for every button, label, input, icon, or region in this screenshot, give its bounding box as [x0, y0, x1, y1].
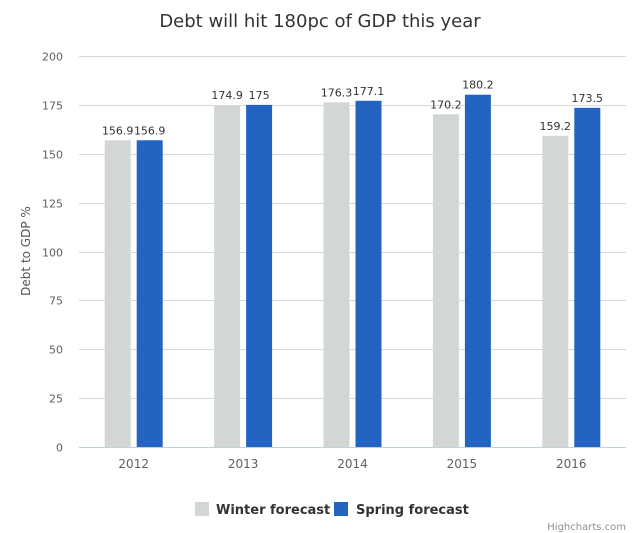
data-label: 176.3: [321, 86, 353, 99]
bar-winter-2016[interactable]: [542, 135, 569, 447]
legend-label-spring: Spring forecast: [356, 503, 469, 518]
chart-title: Debt will hit 180pc of GDP this year: [159, 11, 481, 32]
bars: [104, 94, 601, 448]
y-tick-label: 75: [49, 295, 63, 308]
bar-spring-2015[interactable]: [464, 94, 491, 448]
bar-spring-2013[interactable]: [246, 104, 273, 447]
bar-winter-2012[interactable]: [104, 140, 131, 447]
data-label: 170.2: [430, 98, 462, 111]
y-tick-label: 0: [56, 442, 63, 455]
data-label: 180.2: [462, 79, 494, 92]
y-tick-label: 200: [42, 51, 63, 64]
bar-winter-2015[interactable]: [432, 114, 459, 447]
x-tick-label: 2012: [118, 457, 149, 471]
bar-spring-2012[interactable]: [136, 140, 163, 447]
bar-winter-2013[interactable]: [214, 105, 241, 448]
x-tick-label: 2016: [556, 457, 587, 471]
y-tick-label: 25: [49, 393, 63, 406]
highcharts-credit-link[interactable]: Highcharts.com: [547, 522, 626, 533]
x-tick-label: 2013: [228, 457, 259, 471]
x-axis-ticks: 2012 2013 2014 2015 2016: [118, 457, 586, 471]
data-label: 159.2: [540, 120, 572, 133]
gridlines: [79, 56, 626, 448]
y-tick-label: 50: [49, 344, 63, 357]
y-tick-label: 125: [42, 198, 63, 211]
y-axis-ticks: 0 25 50 75 100 125 150 175 200: [42, 51, 63, 455]
data-label: 177.1: [353, 85, 385, 98]
x-tick-label: 2015: [447, 457, 478, 471]
data-label: 174.9: [211, 89, 243, 102]
legend-item-winter[interactable]: Winter forecast: [195, 502, 330, 518]
legend-label-winter: Winter forecast: [216, 503, 330, 518]
y-axis-label: Debt to GDP %: [19, 206, 33, 296]
data-label: 173.5: [572, 92, 604, 105]
data-label: 156.9: [102, 124, 134, 137]
x-tick-label: 2014: [337, 457, 368, 471]
bar-winter-2014[interactable]: [323, 102, 350, 447]
data-label: 175: [249, 89, 270, 102]
legend-swatch-spring: [334, 502, 348, 516]
legend-swatch-winter: [195, 502, 209, 516]
bar-spring-2014[interactable]: [355, 100, 382, 447]
legend: Winter forecast Spring forecast: [195, 502, 469, 518]
data-label: 156.9: [134, 124, 166, 137]
legend-item-spring[interactable]: Spring forecast: [334, 502, 469, 518]
y-tick-label: 100: [42, 247, 63, 260]
y-tick-label: 150: [42, 149, 63, 162]
bar-spring-2016[interactable]: [574, 107, 601, 448]
y-tick-label: 175: [42, 100, 63, 113]
